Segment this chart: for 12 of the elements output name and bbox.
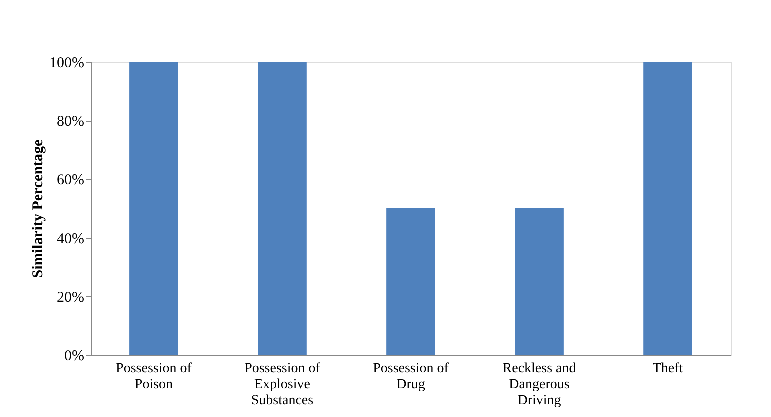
y-tick-label: 80% — [57, 114, 84, 130]
x-tick-label: Possession of Explosive Substances — [244, 362, 321, 408]
y-tick-label: 0% — [64, 348, 84, 364]
y-axis-title: Similarity Percentage — [30, 139, 47, 278]
x-tick-label: Possession of Drug — [373, 362, 450, 392]
y-tick-label: 100% — [50, 56, 84, 72]
x-tick-label: Possession of Poison — [116, 362, 192, 392]
y-tick-label: 60% — [57, 172, 84, 189]
y-tick-label: 20% — [57, 290, 84, 306]
x-tick-label: Reckless and Dangerous Driving — [502, 362, 576, 408]
y-tick-label: 40% — [57, 231, 84, 248]
x-tick-label: Theft — [652, 362, 684, 376]
